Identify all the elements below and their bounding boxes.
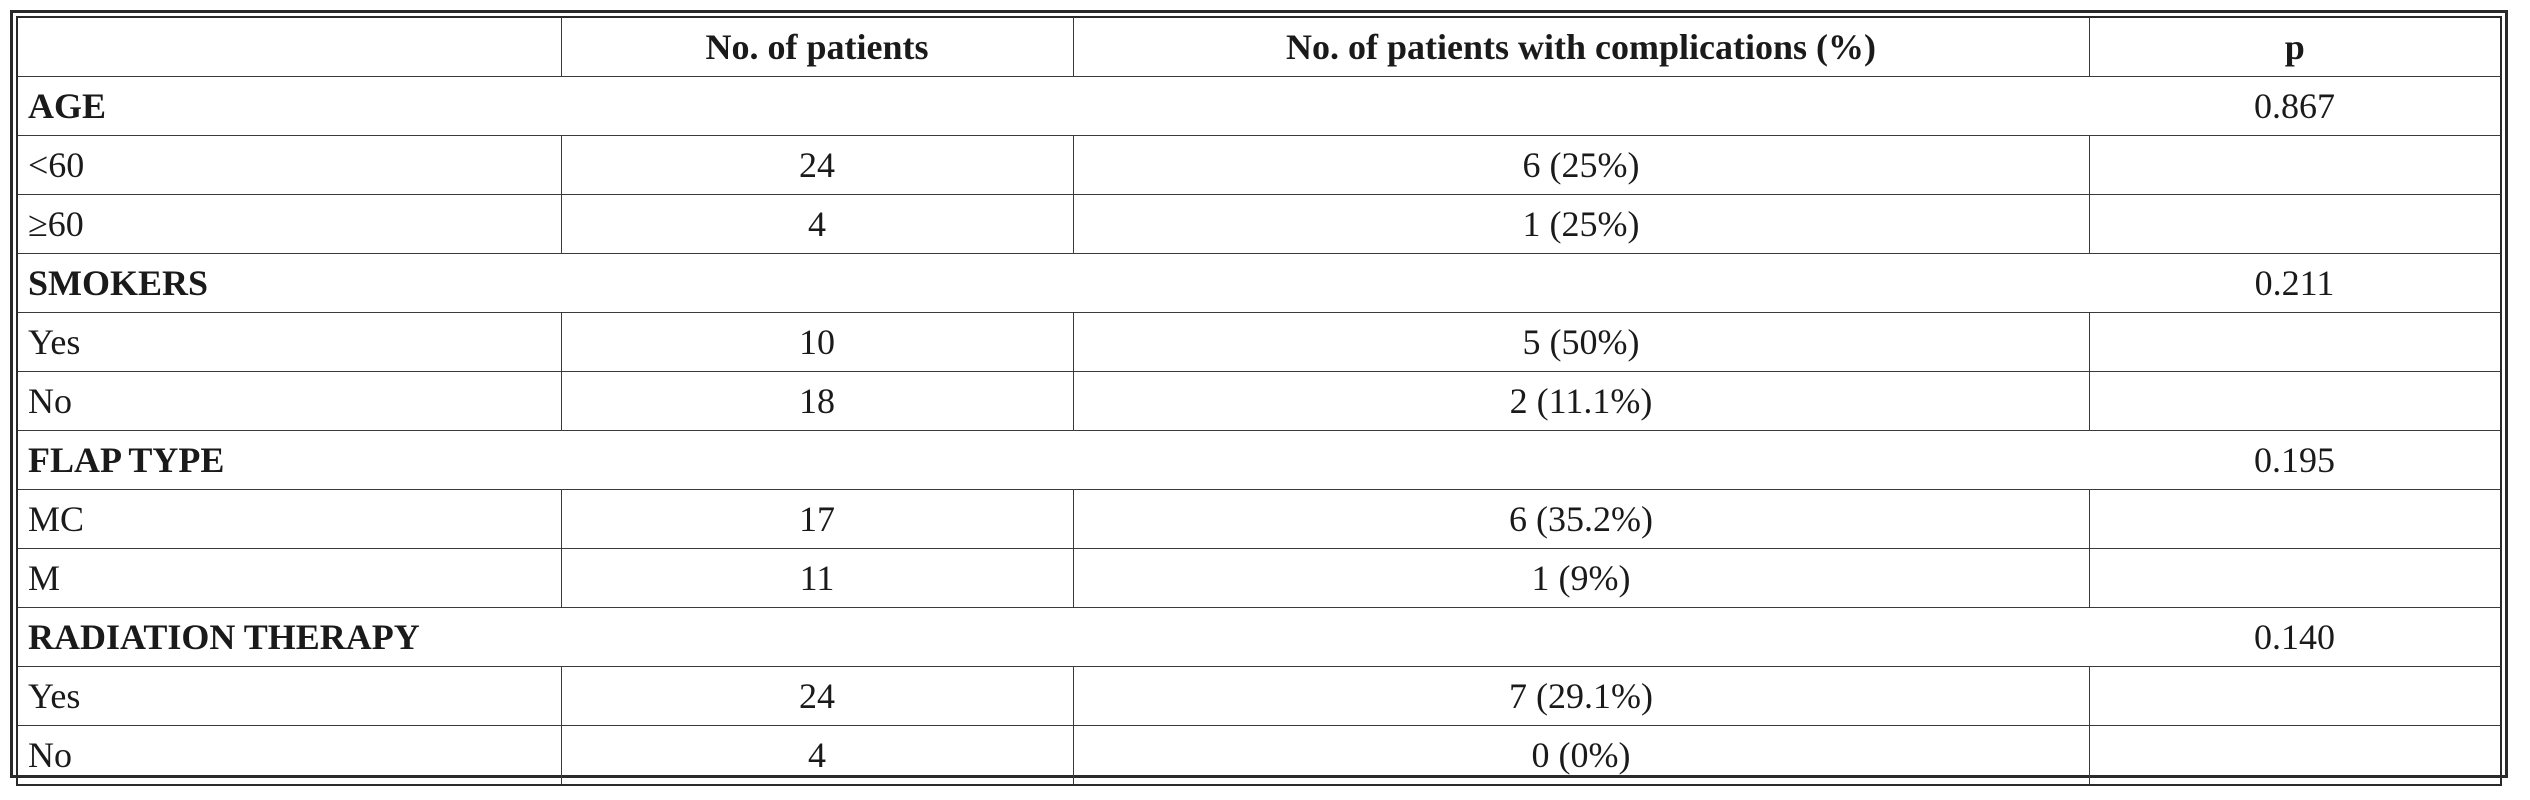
group-title: SMOKERS (16, 253, 2089, 313)
empty-p-cell (2088, 371, 2502, 431)
table-row: MC 17 6 (35.2%) (16, 489, 2502, 549)
group-title: FLAP TYPE (16, 430, 2089, 490)
empty-p-cell (2088, 489, 2502, 549)
row-label: Yes (16, 666, 562, 726)
table-row: No 18 2 (11.1%) (16, 371, 2502, 431)
complications-table: No. of patients No. of patients with com… (16, 16, 2502, 786)
table-frame: No. of patients No. of patients with com… (10, 10, 2508, 786)
empty-p-cell (2088, 666, 2502, 726)
row-label: <60 (16, 135, 562, 195)
group-title: AGE (16, 76, 2089, 136)
patients-count: 11 (560, 548, 1074, 608)
table-row: <60 24 6 (25%) (16, 135, 2502, 195)
group-p-value: 0.195 (2089, 430, 2502, 490)
table-row: No 4 0 (0%) (16, 725, 2502, 786)
table-row: ≥60 4 1 (25%) (16, 194, 2502, 254)
header-row: No. of patients No. of patients with com… (16, 16, 2502, 77)
group-row-flap-type: FLAP TYPE 0.195 (16, 430, 2502, 490)
header-variable (16, 16, 562, 77)
row-label: ≥60 (16, 194, 562, 254)
empty-p-cell (2088, 194, 2502, 254)
table-row: M 11 1 (9%) (16, 548, 2502, 608)
patients-count: 4 (560, 194, 1074, 254)
row-label: M (16, 548, 562, 608)
row-label: No (16, 371, 562, 431)
table-row: Yes 10 5 (50%) (16, 312, 2502, 372)
patients-count: 24 (560, 135, 1074, 195)
complications-count: 5 (50%) (1072, 312, 2090, 372)
empty-p-cell (2088, 135, 2502, 195)
complications-count: 7 (29.1%) (1072, 666, 2090, 726)
patients-count: 4 (560, 725, 1074, 786)
empty-p-cell (2088, 725, 2502, 786)
complications-count: 6 (25%) (1072, 135, 2090, 195)
complications-count: 6 (35.2%) (1072, 489, 2090, 549)
group-row-smokers: SMOKERS 0.211 (16, 253, 2502, 313)
group-p-value: 0.211 (2089, 253, 2502, 313)
header-patients: No. of patients (560, 16, 1074, 77)
patients-count: 18 (560, 371, 1074, 431)
group-p-value: 0.867 (2089, 76, 2502, 136)
group-title: RADIATION THERAPY (16, 607, 2089, 667)
group-row-radiation-therapy: RADIATION THERAPY 0.140 (16, 607, 2502, 667)
empty-p-cell (2088, 548, 2502, 608)
patients-count: 10 (560, 312, 1074, 372)
complications-count: 1 (25%) (1072, 194, 2090, 254)
group-p-value: 0.140 (2089, 607, 2502, 667)
complications-count: 2 (11.1%) (1072, 371, 2090, 431)
table-row: Yes 24 7 (29.1%) (16, 666, 2502, 726)
header-p-value: p (2088, 16, 2502, 77)
row-label: No (16, 725, 562, 786)
group-row-age: AGE 0.867 (16, 76, 2502, 136)
patients-count: 24 (560, 666, 1074, 726)
row-label: Yes (16, 312, 562, 372)
row-label: MC (16, 489, 562, 549)
header-complications: No. of patients with complications (%) (1072, 16, 2090, 77)
empty-p-cell (2088, 312, 2502, 372)
patients-count: 17 (560, 489, 1074, 549)
complications-count: 0 (0%) (1072, 725, 2090, 786)
complications-count: 1 (9%) (1072, 548, 2090, 608)
